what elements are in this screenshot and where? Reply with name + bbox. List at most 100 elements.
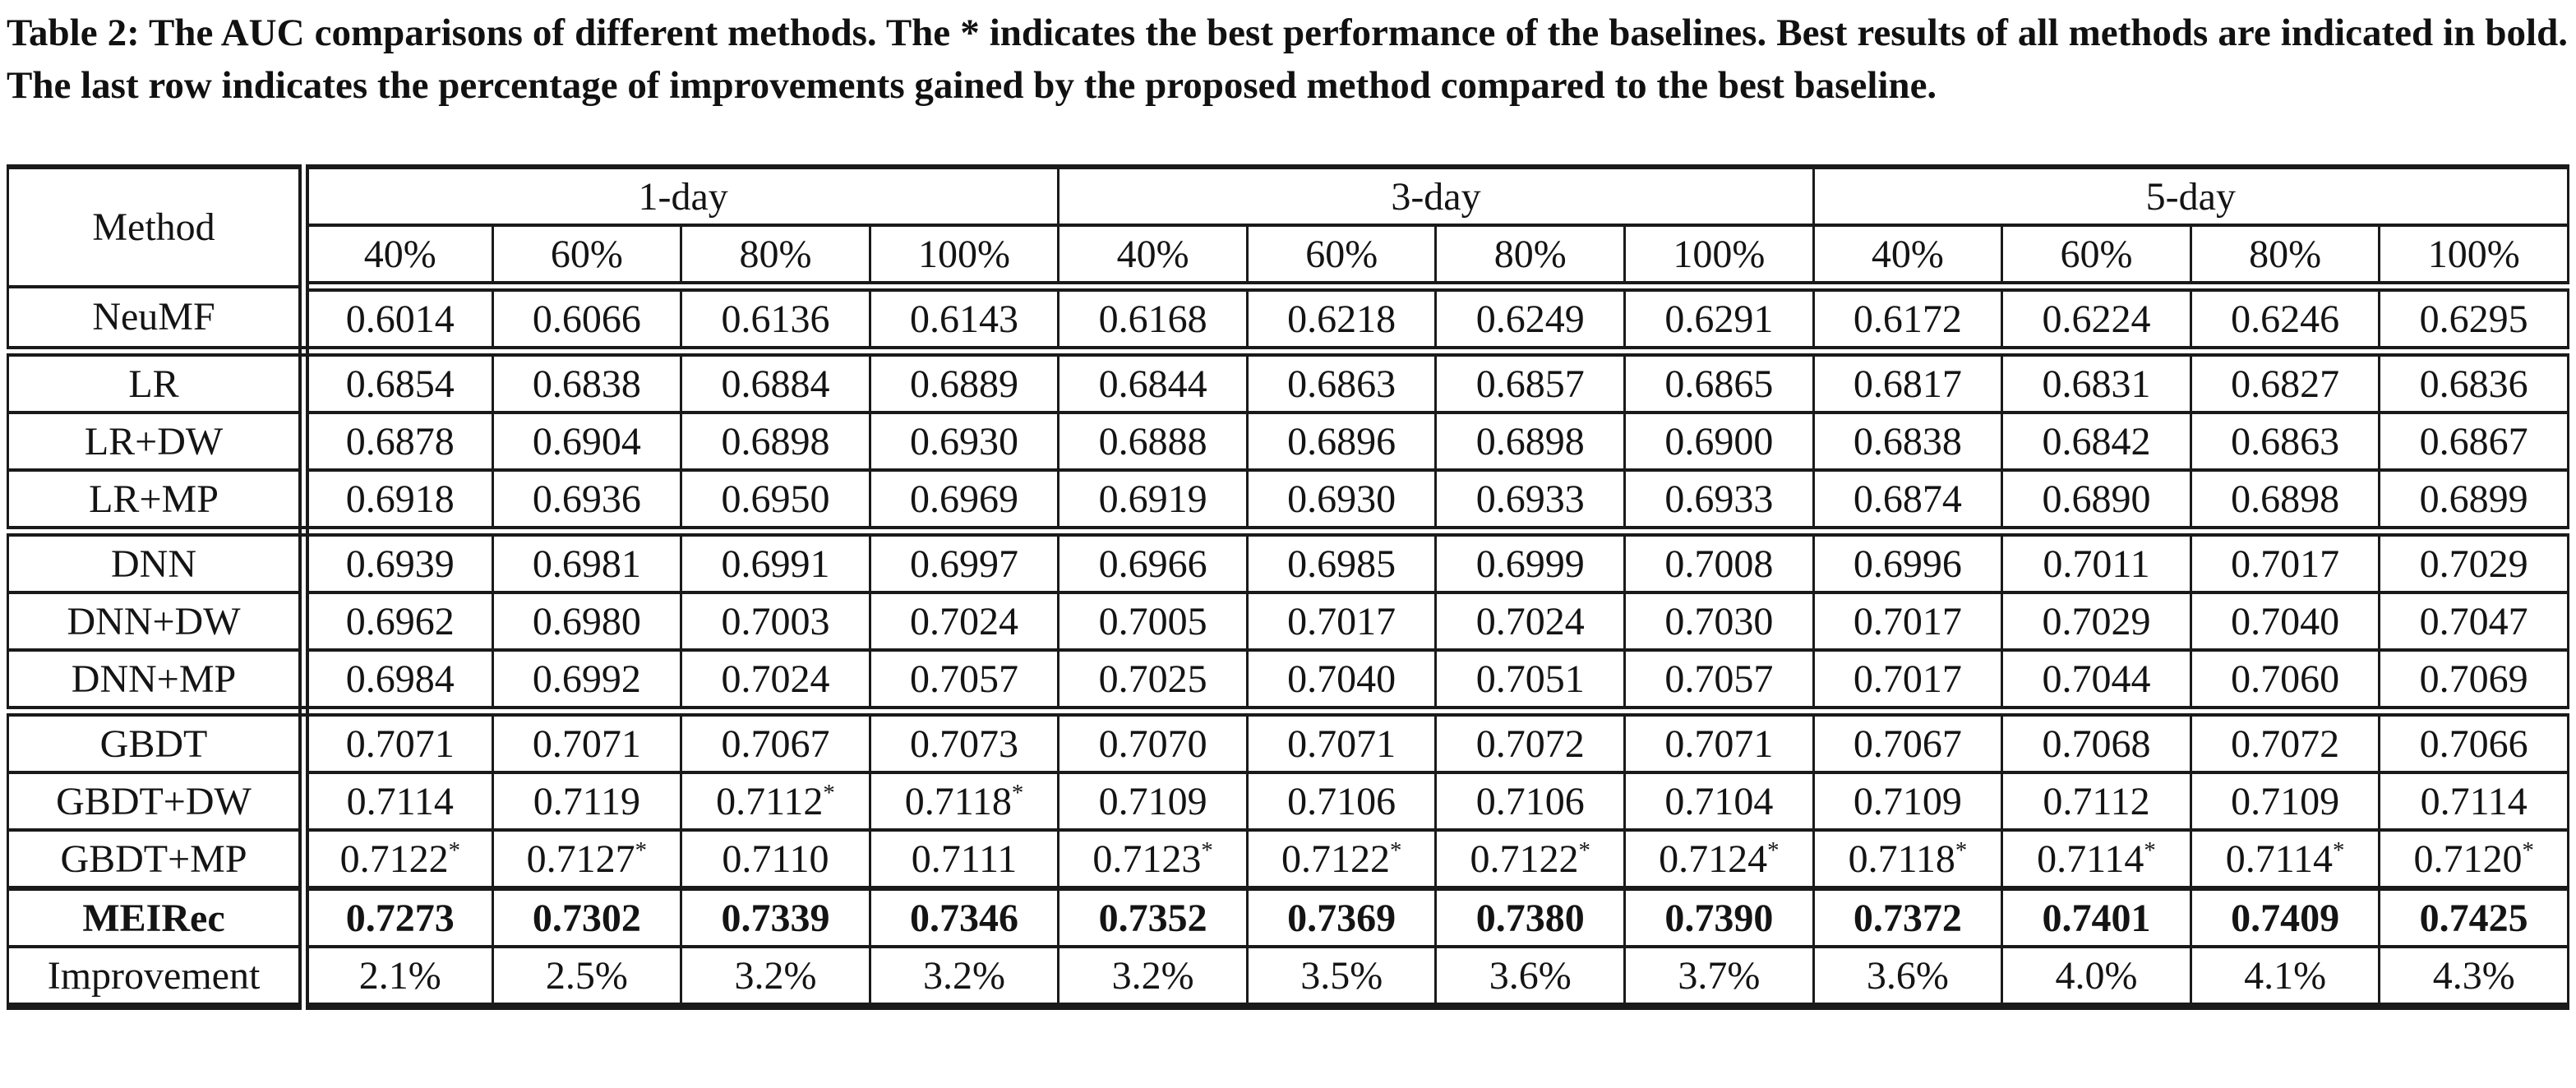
value-cell: 0.7057 bbox=[1624, 650, 1815, 717]
value-cell: 0.6878 bbox=[303, 413, 494, 472]
value-cell: 0.6844 bbox=[1058, 351, 1249, 414]
value-cell: 0.7040 bbox=[1247, 650, 1438, 717]
value-cell: 0.7071 bbox=[1624, 711, 1815, 774]
value-cell: 0.7017 bbox=[1813, 592, 2004, 652]
value-cell: 0.7118* bbox=[1813, 830, 2004, 891]
value-cell: 0.7339 bbox=[681, 888, 871, 948]
value-cell: 0.7110 bbox=[681, 830, 871, 891]
value-cell: 0.6997 bbox=[870, 531, 1060, 594]
value-cell: 0.6143 bbox=[870, 286, 1060, 357]
percent-header: 100% bbox=[1624, 225, 1815, 292]
value-cell: 0.6930 bbox=[1247, 470, 1438, 537]
value-cell: 0.6900 bbox=[1624, 413, 1815, 472]
value-cell: 0.6918 bbox=[303, 470, 494, 537]
value-cell: 0.6884 bbox=[681, 351, 871, 414]
value-cell: 0.6896 bbox=[1247, 413, 1438, 472]
best-baseline-asterisk: * bbox=[1389, 837, 1402, 864]
value-cell: 0.6838 bbox=[1813, 413, 2004, 472]
value-cell: 0.7011 bbox=[2001, 531, 2192, 594]
value-cell: 0.7040 bbox=[2191, 592, 2381, 652]
table-row: LR+MP 0.6918 0.6936 0.6950 0.6969 0.6919 0.693… bbox=[7, 470, 2569, 537]
value-cell: 3.5% bbox=[1247, 947, 1438, 1007]
value-cell: 0.7069 bbox=[2379, 650, 2569, 717]
value-cell: 0.6827 bbox=[2191, 351, 2381, 414]
value-cell: 0.6249 bbox=[1435, 286, 1627, 357]
value-cell: 0.6291 bbox=[1624, 286, 1815, 357]
value-cell: 0.6919 bbox=[1058, 470, 1249, 537]
value-cell: 0.6984 bbox=[303, 650, 494, 717]
value-cell: 0.7114* bbox=[2001, 830, 2192, 891]
value-cell: 0.7051 bbox=[1435, 650, 1627, 717]
value-cell: 0.7124* bbox=[1624, 830, 1815, 891]
table-row: DNN 0.6939 0.6981 0.6991 0.6997 0.6966 0.6985 0… bbox=[7, 531, 2569, 594]
value-cell: 0.7114 bbox=[303, 772, 494, 832]
percent-header: 80% bbox=[2191, 225, 2381, 292]
value-cell: 0.6066 bbox=[492, 286, 683, 357]
percent-header: 100% bbox=[2379, 225, 2569, 292]
value-cell: 0.7127* bbox=[492, 830, 683, 891]
method-cell: LR bbox=[7, 351, 309, 414]
value-cell: 0.7068 bbox=[2001, 711, 2192, 774]
table-caption: Table 2: The AUC comparisons of differen… bbox=[7, 12, 2568, 107]
percent-header: 60% bbox=[2001, 225, 2192, 292]
value-cell: 0.7109 bbox=[2191, 772, 2381, 832]
value-cell: 0.6867 bbox=[2379, 413, 2569, 472]
value-cell: 0.6991 bbox=[681, 531, 871, 594]
method-column-header: Method bbox=[7, 167, 309, 288]
value-cell: 0.7273 bbox=[303, 888, 494, 948]
value-cell: 0.7071 bbox=[492, 711, 683, 774]
best-baseline-asterisk: * bbox=[1578, 837, 1590, 864]
value-cell: 0.7017 bbox=[1247, 592, 1438, 652]
table-row: GBDT+DW 0.7114 0.7119 0.7112* 0.7118* 0.7109 0… bbox=[7, 772, 2569, 832]
value-cell: 0.7111 bbox=[870, 830, 1060, 891]
value-cell: 0.7029 bbox=[2001, 592, 2192, 652]
value-cell: 0.6936 bbox=[492, 470, 683, 537]
best-baseline-asterisk: * bbox=[1767, 837, 1780, 864]
value-cell: 0.6981 bbox=[492, 531, 683, 594]
value-cell: 0.6831 bbox=[2001, 351, 2192, 414]
percent-header: 40% bbox=[1813, 225, 2004, 292]
value-cell: 0.7060 bbox=[2191, 650, 2381, 717]
table-row: LR 0.6854 0.6838 0.6884 0.6889 0.6844 0.6863 0.… bbox=[7, 351, 2569, 414]
percent-header: 40% bbox=[303, 225, 494, 292]
value-cell: 0.6874 bbox=[1813, 470, 2004, 537]
method-cell: MEIRec bbox=[7, 888, 309, 948]
value-cell: 3.6% bbox=[1435, 947, 1627, 1007]
value-cell: 0.7025 bbox=[1058, 650, 1249, 717]
day-header-5day: 5-day bbox=[1813, 167, 2570, 227]
percent-header: 60% bbox=[492, 225, 683, 292]
value-cell: 0.7109 bbox=[1058, 772, 1249, 832]
method-cell: GBDT bbox=[7, 711, 309, 774]
value-cell: 0.7380 bbox=[1435, 888, 1627, 948]
value-cell: 0.7112 bbox=[2001, 772, 2192, 832]
method-cell: DNN+MP bbox=[7, 650, 309, 717]
value-cell: 0.7372 bbox=[1813, 888, 2004, 948]
value-cell: 0.6996 bbox=[1813, 531, 2004, 594]
value-cell: 0.6888 bbox=[1058, 413, 1249, 472]
value-cell: 0.7119 bbox=[492, 772, 683, 832]
value-cell: 0.7044 bbox=[2001, 650, 2192, 717]
value-cell: 0.6890 bbox=[2001, 470, 2192, 537]
percent-header: 80% bbox=[1435, 225, 1627, 292]
table-head: Method 1-day 3-day 5-day 40% 60% 80% 100… bbox=[7, 167, 2570, 292]
value-cell: 0.7017 bbox=[2191, 531, 2381, 594]
table-body: NeuMF 0.6014 0.6066 0.6136 0.6143 0.6168 0.621… bbox=[7, 286, 2569, 1007]
value-cell: 0.7122* bbox=[303, 830, 494, 891]
day-header-row: Method 1-day 3-day 5-day bbox=[7, 167, 2570, 288]
value-cell: 0.6899 bbox=[2379, 470, 2569, 537]
value-cell: 0.7114 bbox=[2379, 772, 2569, 832]
value-cell: 0.7104 bbox=[1624, 772, 1815, 832]
day-header-1day: 1-day bbox=[303, 167, 1060, 227]
best-baseline-asterisk: * bbox=[1011, 779, 1024, 806]
value-cell: 0.6933 bbox=[1435, 470, 1627, 537]
value-cell: 0.6168 bbox=[1058, 286, 1249, 357]
value-cell: 0.7005 bbox=[1058, 592, 1249, 652]
day-header-3day: 3-day bbox=[1058, 167, 1815, 227]
value-cell: 0.7401 bbox=[2001, 888, 2192, 948]
best-baseline-asterisk: * bbox=[1201, 837, 1213, 864]
percent-header: 40% bbox=[1058, 225, 1249, 292]
value-cell: 3.2% bbox=[1058, 947, 1249, 1007]
value-cell: 0.7112* bbox=[681, 772, 871, 832]
value-cell: 0.6966 bbox=[1058, 531, 1249, 594]
